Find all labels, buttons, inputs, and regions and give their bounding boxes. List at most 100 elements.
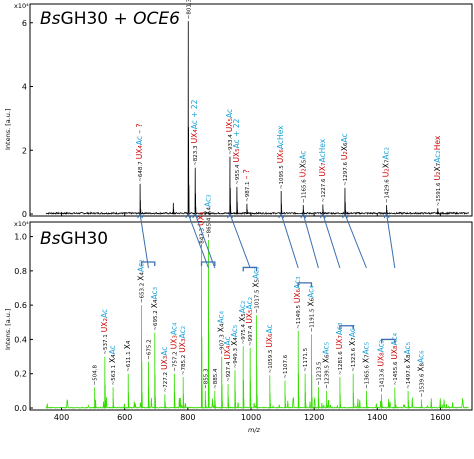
annotation-part: 3 [255,266,261,270]
bottom-annotation-10: X4Ac4 [217,310,226,332]
bottom-spectrum-trace [45,239,469,410]
annotation-part: X [298,163,307,168]
bottom-annotation-17: UX6Ac3 [293,276,302,303]
bottom-peak-label-1: ~537.1 [103,334,109,354]
annotation-part: UX [169,339,178,350]
annotation-part: UX [190,133,199,144]
top-spectrum-marks: 0 2 4 6 ~648.7 ~801.3 ~823.3 ~933.4 ~955.4 ~987.1… [22,0,470,219]
connection-arrow-0 [137,213,144,219]
annotation-part: UX [276,153,285,164]
annotation-part: Ac [100,309,109,318]
annotation-part: 5 [235,148,241,152]
annotation-part: 2 [103,318,109,322]
annotation-part: 8 [406,354,412,358]
annotation-part: UX [245,313,254,324]
annotation-part: Ac [298,151,307,160]
annotation-part: 2 [241,301,247,305]
bottom-peak-label-17: ~975.4 [241,323,247,344]
annotation-part: Ac [433,154,442,163]
bottom-ytick-label-3: 0.6 [14,301,27,310]
annotation-part: U [340,155,349,161]
bottom-peak-label-7: ~727.2 [163,372,169,392]
connection-7 [344,213,367,269]
annotation-part: 7 [364,354,370,358]
annotation-part: Ac [382,151,391,160]
annotation-part: 3 [296,276,302,280]
annotation-part: 7 [321,162,327,166]
annotation-part: UX [335,339,344,350]
bottom-annotation-4: X4Ac3 [150,286,159,308]
annotation-part: 5 [233,324,239,328]
annotation-part: Ac [340,133,349,142]
xtick-label-6: 1600 [430,413,450,422]
bottom-annotation-1: X4Ac [108,345,117,363]
connection-arrow-4 [278,213,285,219]
bottom-peak-label-3: ~611.1 [126,351,132,371]
annotation-part: Ac [252,270,261,279]
annotation-part: 7 [436,162,442,166]
top-annotation-2: UX4Ac + 22 [190,99,199,143]
connection-3 [229,213,251,269]
bottom-peak-label-8: ~757.2 [172,351,178,371]
bottom-peak-label-2: ~563.1 [111,365,117,385]
annotation-part: 5 [406,341,412,345]
bottom-annotation-13: X5Ac2 [238,301,247,322]
panel-bottom-spectrum: 0.0 0.2 0.4 0.6 0.8 1.0 400 600 800 1000 1200 1400 1… [4,194,473,434]
annotation-part: UX [318,166,327,177]
bracket-1 [200,261,216,266]
bracket-0 [140,261,156,266]
bottom-annotation-25: X8Ac5 [403,341,412,363]
top-peak-label-9: ~1227.6 [321,178,327,202]
bottom-ytick-label-1: 0.2 [14,370,27,379]
bottom-annotation-23: UX8Ac3 [377,339,386,366]
annotation-part: 4 [200,211,206,215]
annotation-part: 6 [419,350,425,354]
annotation-part: Ac [160,347,169,356]
annotation-part: X [150,303,159,308]
annotation-part: 5 [301,159,307,163]
top-ytick-label-0: 0 [22,210,27,219]
annotation-part: 7 [338,335,344,339]
annotation-part: UX [100,322,109,333]
bottom-peak-label-4: ~653.2 [140,283,146,303]
title-part-1: GH30 [61,229,109,249]
top-peak-label-8: ~1165.6 [301,179,307,203]
panel-top-y-axis-label: Intens. [a.u.] [4,108,12,150]
annotation-part: X [108,358,117,363]
annotation-part: Ac + 22 [190,99,199,129]
annotation-part: 3 [338,322,344,326]
bottom-peak-label-6: ~695.2 [153,310,159,330]
connection-4 [280,213,299,269]
annotation-suffix: – ? [135,124,144,137]
annotation-part: Ac + 22 [232,118,241,148]
bottom-annotation-21: X7Ac4 [348,324,357,346]
annotation-part: 7 [385,159,391,163]
bottom-ytick-label-5: 1.0 [14,233,27,242]
annotation-part: Ac [137,263,146,272]
annotation-part: UX [265,337,274,348]
annotation-part: UX [225,122,234,133]
annotation-part: X [204,210,213,215]
top-ytick-label-2: 4 [22,83,27,92]
connection-0 [139,213,149,269]
top-annotation-0: UX4Ac – ? [135,124,144,160]
annotation-part: Ac [238,304,247,313]
annotation-part: 5 [248,309,254,313]
panel-bottom-exponent-label: x10⁴ [14,220,29,228]
peak-connections [137,213,396,269]
title-part-0: Bs [40,9,61,29]
annotation-part: X [252,282,261,287]
bracket-3 [297,282,313,287]
annotation-part: U [298,172,307,178]
annotation-part: 4 [207,206,213,210]
annotation-part: X [217,327,226,332]
bottom-annotation-8: UX4 [197,211,206,226]
annotation-part: Ac [322,345,331,354]
bottom-ytick-label-2: 0.4 [14,335,27,344]
annotation-part: 2 [181,326,187,330]
bottom-peak-label-28: ~1323.6 [351,347,357,371]
bracket-5 [380,338,396,344]
annotation-part: 5 [228,118,234,122]
connection-arrow-5 [300,213,307,219]
annotation-part: Ac [361,345,370,354]
